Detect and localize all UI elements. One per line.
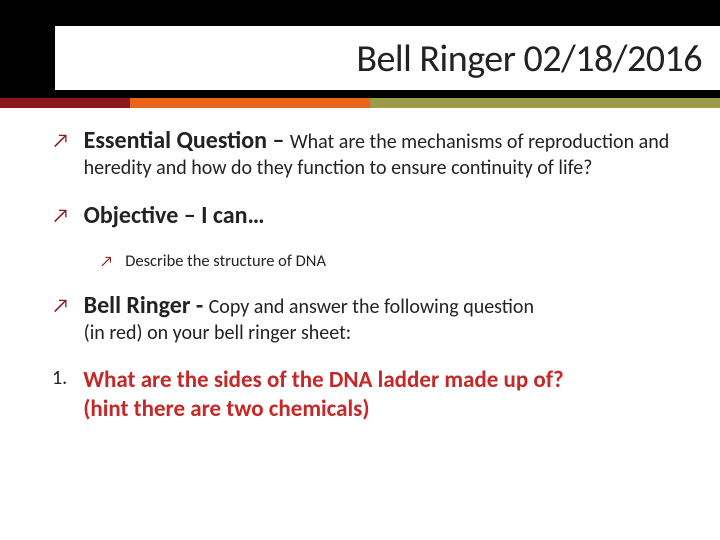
bullet-objective: ↗ Objective – I can… xyxy=(52,201,682,231)
essential-lead: Essential Question – xyxy=(84,126,290,155)
accent-stripe xyxy=(0,98,720,108)
arrow-icon: ↗ xyxy=(52,129,70,153)
arrow-icon: ↗ xyxy=(52,204,70,228)
bell-ringer-lead: Bell Ringer - xyxy=(84,291,209,320)
question-text: What are the sides of the DNA ladder mad… xyxy=(83,366,564,424)
bullet-essential-question: ↗ Essential Question – What are the mech… xyxy=(52,126,682,181)
objective-text: Objective – I can… xyxy=(84,201,265,231)
bell-ringer-text: Bell Ringer - Copy and answer the follow… xyxy=(84,291,534,346)
stripe-segment-olive xyxy=(370,98,720,108)
arrow-icon: ↗ xyxy=(100,253,113,271)
bell-ringer-rest2: (in red) on your bell ringer sheet: xyxy=(84,321,351,345)
question-line1: What are the sides of the DNA ladder mad… xyxy=(83,366,564,394)
sub-bullet-objective: ↗ Describe the structure of DNA xyxy=(100,251,682,271)
stripe-segment-orange xyxy=(130,98,370,108)
arrow-icon: ↗ xyxy=(52,294,70,318)
slide-body: ↗ Essential Question – What are the mech… xyxy=(0,126,720,424)
objective-lead: Objective – I can… xyxy=(84,201,265,230)
bell-ringer-rest1: Copy and answer the following question xyxy=(209,295,534,319)
title-header: Bell Ringer 02/18/2016 xyxy=(0,0,720,98)
objective-sub-text: Describe the structure of DNA xyxy=(125,251,326,271)
numbered-question: 1. What are the sides of the DNA ladder … xyxy=(52,366,682,424)
bullet-bell-ringer: ↗ Bell Ringer - Copy and answer the foll… xyxy=(52,291,682,346)
title-panel: Bell Ringer 02/18/2016 xyxy=(55,26,720,90)
stripe-segment-red xyxy=(0,98,130,108)
slide-title: Bell Ringer 02/18/2016 xyxy=(75,36,702,82)
essential-question-text: Essential Question – What are the mechan… xyxy=(84,126,682,181)
question-number: 1. xyxy=(52,366,67,390)
question-line2: (hint there are two chemicals) xyxy=(83,395,369,423)
